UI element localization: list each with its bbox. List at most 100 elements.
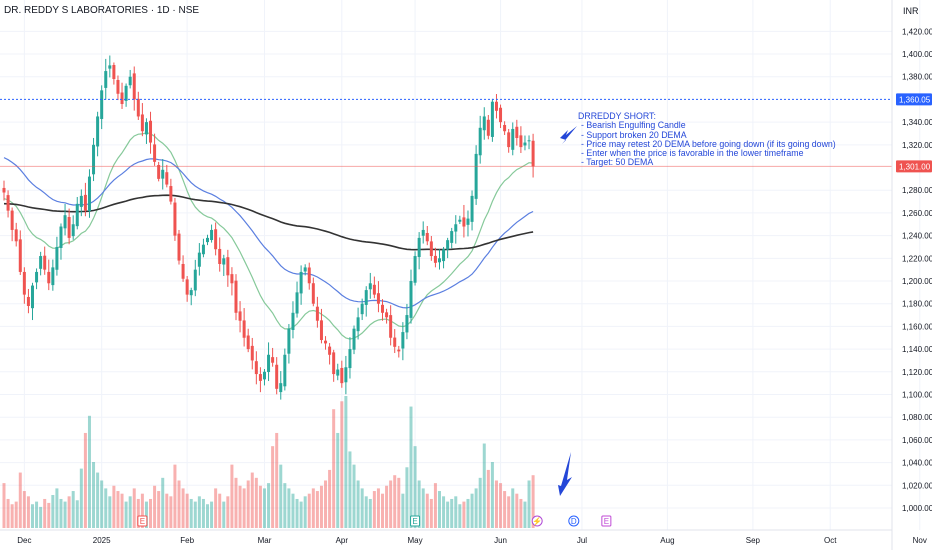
candle-body	[153, 144, 157, 162]
candle-body	[503, 124, 507, 132]
volume-bar	[307, 493, 311, 528]
candle-body	[189, 290, 193, 296]
volume-bar	[116, 491, 120, 528]
moving-average-line	[3, 157, 534, 309]
price-lines: 1,360.05 1,301.00	[0, 93, 932, 173]
price-tick-label: 1,200.00	[902, 277, 932, 286]
event-marker-badge	[410, 515, 421, 527]
candle-body	[376, 293, 380, 304]
volume-bar	[409, 406, 413, 528]
volume-bar	[287, 488, 291, 528]
candle-body	[267, 354, 271, 373]
candle-body	[104, 71, 108, 88]
price-tick-label: 1,420.00	[902, 27, 932, 36]
candle-body	[193, 269, 197, 291]
volume-bar	[144, 501, 148, 528]
volume-bar	[258, 485, 262, 528]
event-marker-badge	[568, 515, 580, 527]
candle-body	[262, 371, 266, 380]
volume-bar	[87, 415, 91, 528]
time-tick-label: Feb	[180, 536, 194, 545]
volume-bar	[173, 464, 177, 528]
price-tick-label: 1,220.00	[902, 254, 932, 263]
candle-body	[35, 271, 39, 283]
time-tick-label: Dec	[17, 536, 31, 545]
candle-body	[254, 361, 258, 375]
time-axis[interactable]: Dec 2025 Feb Mar Apr May Jun Jul Aug Sep Oct Nov	[0, 529, 927, 545]
volume-bar	[39, 506, 43, 528]
volume-bar	[405, 467, 409, 528]
event-marker-badge	[601, 515, 612, 527]
candle-body	[238, 311, 242, 321]
volume-bar	[295, 498, 299, 528]
candle-body	[136, 98, 140, 117]
volume-bar	[328, 469, 332, 528]
volume-bar	[165, 493, 169, 528]
volume-bar	[153, 485, 157, 528]
candle-body	[161, 169, 165, 179]
candle-body	[519, 135, 523, 148]
candle-body	[22, 271, 26, 295]
candle-body	[531, 140, 535, 167]
price-axis[interactable]: 1,420.00 1,400.00 1,380.00 1,340.00 1,320.00…	[891, 0, 932, 550]
volume-bar	[523, 501, 527, 528]
volume-bar	[507, 496, 511, 528]
volume-bar	[466, 498, 470, 528]
price-tick-label: 1,240.00	[902, 232, 932, 241]
price-tick-label: 1,120.00	[902, 368, 932, 377]
time-tick-label: Nov	[913, 536, 927, 545]
candle-body	[499, 107, 503, 123]
price-tick-label: 1,320.00	[902, 141, 932, 150]
annotation-arrows	[558, 126, 577, 496]
volume-bar	[429, 498, 433, 528]
volume-bar	[18, 472, 22, 528]
trade-annotation: DRREDDY SHORT: - Bearish Engulfing Candl…	[578, 111, 836, 168]
price-tick-label: 1,080.00	[902, 413, 932, 422]
price-tag-box	[896, 93, 932, 106]
candle-body	[132, 73, 136, 100]
volume-bar	[275, 432, 279, 528]
candle-body	[393, 337, 397, 347]
candle-body	[112, 65, 116, 80]
candle-body	[466, 218, 470, 225]
volume-bar	[397, 477, 401, 528]
volume-bar	[425, 493, 429, 528]
price-tick-label: 1,280.00	[902, 186, 932, 195]
candle-body	[458, 219, 462, 222]
candle-body	[470, 195, 474, 222]
volume-bar	[299, 501, 303, 528]
volume-bar	[43, 498, 47, 528]
volume-bar	[22, 491, 26, 528]
volume-bar	[51, 495, 55, 528]
volume-bar	[311, 488, 315, 528]
volume-bar	[104, 488, 108, 528]
time-tick-label: Jul	[577, 536, 587, 545]
annotation-line: - Target: 50 DEMA	[581, 157, 654, 168]
volume-bar	[214, 488, 218, 528]
volume-bar	[124, 501, 128, 528]
candle-body	[527, 140, 531, 142]
candle-body	[149, 120, 153, 143]
annotation-line: - Support broken 20 DEMA	[581, 129, 687, 140]
candle-body	[401, 332, 405, 349]
candle-body	[486, 119, 490, 136]
volume-bar	[348, 451, 352, 528]
volume-bar	[206, 504, 209, 528]
volume-bar	[385, 485, 389, 528]
price-tick-label: 1,060.00	[902, 436, 932, 445]
candle-body	[83, 194, 87, 211]
event-marker-label: E	[140, 517, 145, 526]
candle-body	[2, 187, 6, 193]
candle-body	[433, 255, 437, 263]
candle-body	[92, 144, 96, 175]
volume-bar	[92, 462, 96, 528]
candle-body	[108, 65, 112, 69]
price-tag-box	[896, 160, 932, 173]
candle-body	[26, 296, 30, 306]
event-markers[interactable]: E E ⚡ D E	[137, 515, 612, 527]
volume-bar	[303, 496, 307, 528]
volume-bar	[189, 498, 193, 528]
candle-body	[214, 229, 218, 250]
volume-bar	[470, 493, 474, 528]
